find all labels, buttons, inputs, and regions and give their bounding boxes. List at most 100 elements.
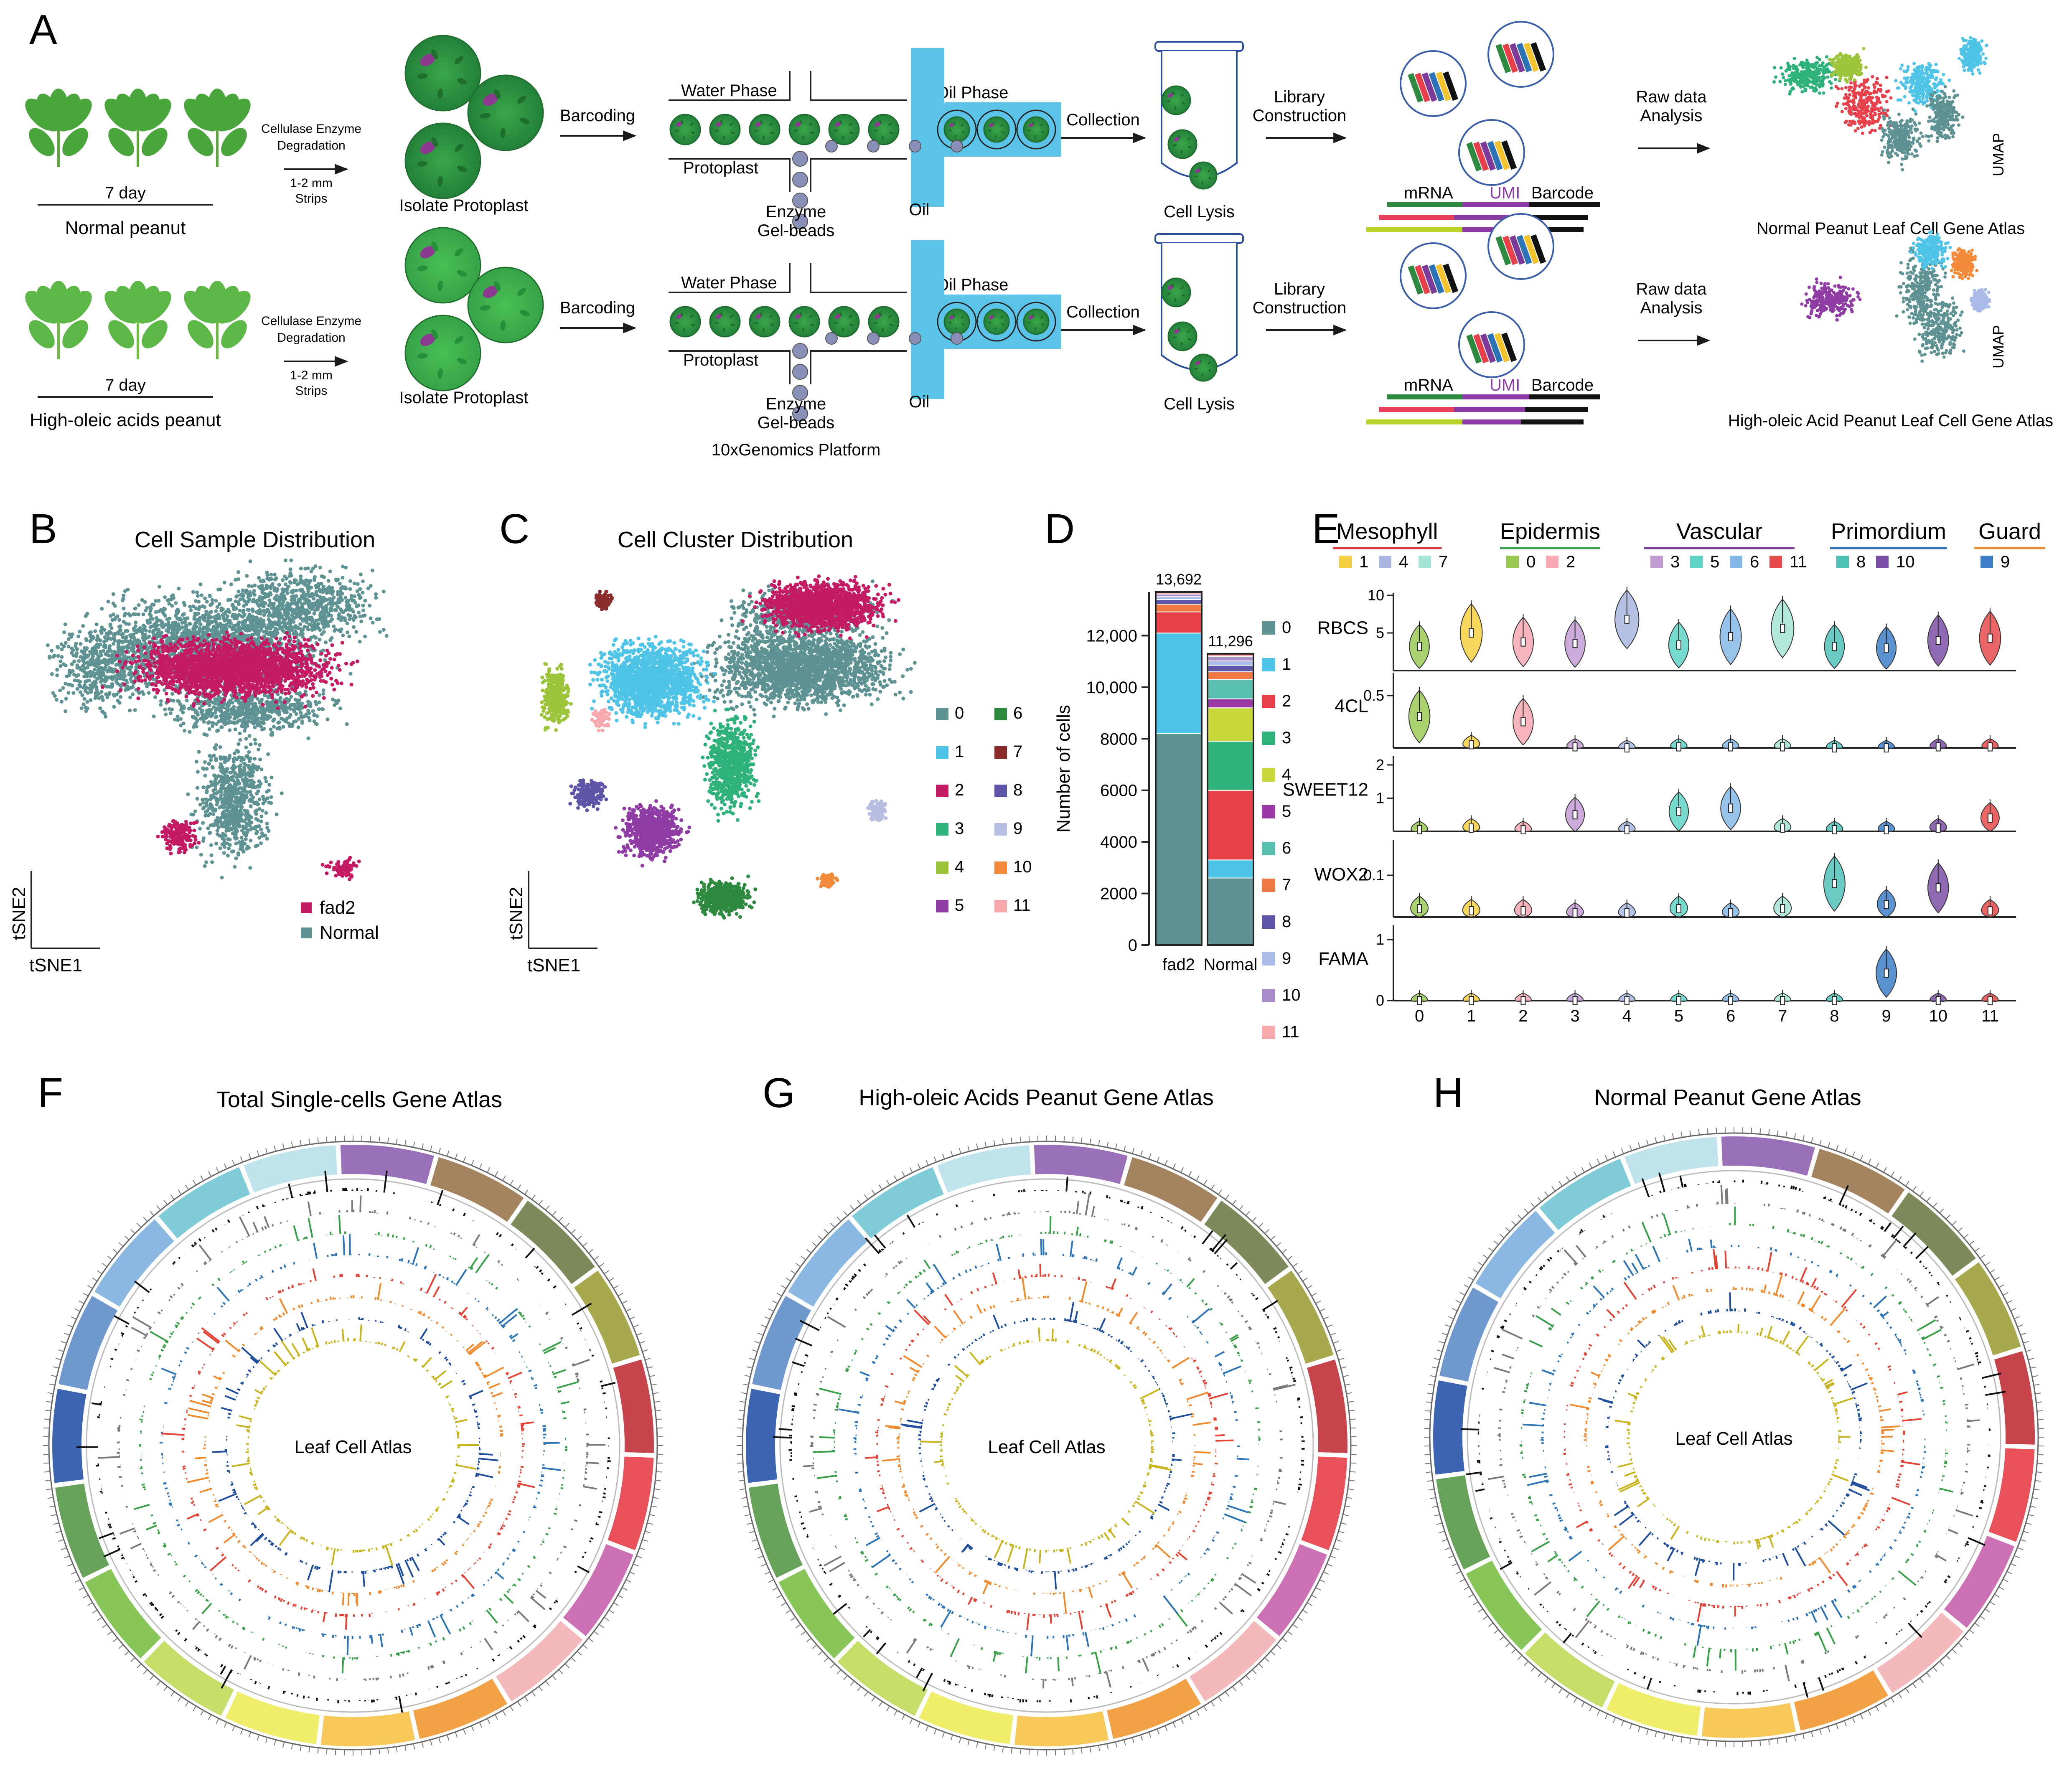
umap-point	[1952, 328, 1956, 332]
umap-point	[1955, 117, 1958, 121]
umap-point	[1921, 135, 1925, 138]
tsne-point	[76, 634, 81, 638]
umap-point	[1932, 236, 1935, 239]
umap-point	[1875, 95, 1879, 99]
umap-point	[1925, 91, 1929, 94]
umap-point	[1912, 321, 1916, 325]
umap-point	[1910, 152, 1914, 156]
chloroplast	[948, 130, 952, 132]
chloroplast	[889, 131, 893, 134]
umap-point	[1859, 99, 1863, 103]
umap-point	[1823, 283, 1827, 287]
umap-point	[1851, 107, 1854, 110]
umap-point	[1837, 309, 1841, 313]
chloroplast	[1208, 177, 1212, 180]
umap-point	[1922, 100, 1926, 104]
umap-point	[1818, 58, 1821, 61]
umap-point	[1865, 114, 1869, 118]
panel-label-e: E	[1312, 506, 1340, 552]
umap-point	[1832, 290, 1836, 294]
umap-point	[1873, 129, 1877, 132]
umap-point	[1873, 89, 1876, 93]
umap-point	[1913, 109, 1917, 113]
umap-point	[1970, 267, 1973, 271]
umap-point	[1773, 66, 1777, 69]
umap-point	[1942, 73, 1945, 76]
umap-point	[1917, 302, 1920, 305]
umap-point	[1930, 330, 1933, 333]
umap-point	[1943, 321, 1947, 325]
umap-point	[1933, 90, 1937, 94]
umap-point	[1961, 48, 1965, 52]
umap-point	[1905, 140, 1909, 144]
chloroplast	[1001, 131, 1005, 133]
umap-point	[1917, 349, 1921, 353]
plant-leaf	[29, 128, 55, 156]
umap-point	[1878, 126, 1881, 130]
umap-point	[1975, 308, 1979, 312]
umap-point	[1968, 273, 1971, 277]
chloroplast	[879, 120, 882, 124]
chloroplast	[722, 135, 725, 140]
umap-point	[1932, 350, 1936, 353]
umap-point	[1927, 267, 1931, 271]
umap-point	[1849, 99, 1853, 103]
umap-point	[1920, 66, 1924, 69]
umap-point	[1908, 86, 1912, 90]
umap-point	[1853, 78, 1856, 82]
umap-point	[1940, 338, 1944, 342]
umap-point	[1826, 67, 1830, 71]
protoplast-label: Isolate Protoplast	[399, 196, 528, 215]
umap-point	[1809, 304, 1813, 308]
umap-point	[1818, 83, 1821, 86]
umap-point	[1931, 251, 1935, 254]
umap-point	[1899, 143, 1903, 147]
umap-point	[1896, 86, 1899, 90]
umap-point	[1932, 120, 1936, 124]
umap-point	[1844, 107, 1848, 110]
gel-bead	[792, 343, 808, 359]
umap-point	[1977, 292, 1981, 296]
umap-point	[1945, 324, 1949, 328]
cell-lysis-label: Cell Lysis	[1164, 203, 1235, 221]
umap-point	[1946, 318, 1950, 322]
umap-point	[1953, 110, 1957, 114]
umap-point	[1856, 295, 1860, 299]
umap-point	[1933, 301, 1937, 305]
umap-point	[1973, 52, 1977, 56]
protoplast-cell	[1023, 116, 1050, 143]
umap-point	[1870, 128, 1874, 132]
barcode-label: Barcode	[1531, 184, 1594, 202]
umap-point	[1800, 90, 1804, 94]
umap-point	[1976, 68, 1980, 72]
nucleus	[835, 122, 841, 127]
umap-point	[1850, 310, 1854, 313]
umap-point	[1931, 103, 1935, 107]
umap-point	[1835, 314, 1839, 318]
umap-point	[1883, 94, 1887, 98]
umap-point	[1971, 303, 1975, 307]
gel-bead	[951, 332, 963, 345]
umap-point	[1937, 285, 1940, 289]
chloroplast	[1041, 131, 1045, 133]
umap-point	[1942, 110, 1945, 114]
tsne-point	[201, 604, 205, 608]
umap-point	[1842, 289, 1846, 292]
umap-point	[1927, 135, 1930, 138]
enzyme-beads-label: Gel-beads	[758, 414, 835, 432]
umap-point	[1853, 129, 1857, 133]
library-strand	[1436, 71, 1452, 102]
umap-point	[1784, 79, 1787, 83]
umap-point	[1885, 76, 1889, 79]
chloroplast	[691, 131, 695, 134]
umap-point	[1815, 280, 1819, 284]
chloroplast	[1172, 144, 1177, 147]
umap-point	[1977, 41, 1980, 45]
umap-point	[1863, 85, 1867, 89]
umap-point	[1916, 97, 1920, 100]
umap-point	[1871, 96, 1874, 99]
umap-point	[1910, 124, 1914, 128]
umap-point	[1902, 310, 1905, 314]
protoplast-cell	[404, 35, 481, 112]
umap-point	[1821, 302, 1825, 306]
